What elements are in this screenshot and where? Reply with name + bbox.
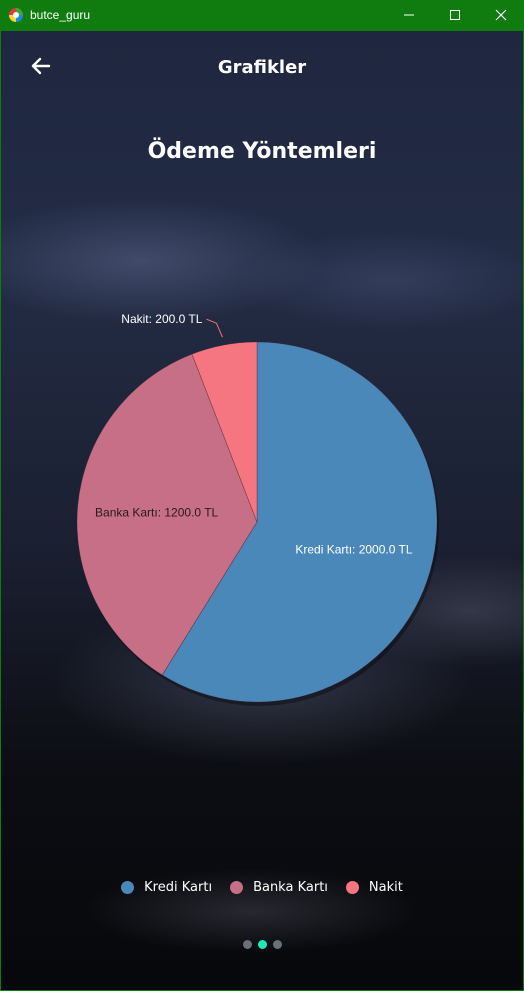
slice-label-1: Banka Kartı: 1200.0 TL — [95, 506, 219, 520]
pie-slice-0[interactable] — [161, 341, 438, 703]
back-button[interactable] — [27, 55, 55, 79]
legend-swatch — [345, 881, 359, 894]
page-dot-2[interactable] — [272, 940, 282, 949]
legend-item-1[interactable]: Banka Kartı — [230, 880, 328, 895]
page-title: Grafikler — [217, 57, 307, 78]
legend-label: Kredi Kartı — [144, 880, 213, 895]
slice-label-2: Nakit: 200.0 TL — [121, 312, 202, 326]
page-dot-0[interactable] — [242, 940, 252, 949]
pie-chart: Kredi Kartı: 2000.0 TL Banka Kartı: 1200.… — [76, 312, 439, 706]
chart-legend: Kredi Kartı Banka Kartı Nakit — [1, 880, 523, 895]
legend-label: Banka Kartı — [253, 880, 328, 895]
page-indicator — [1, 940, 523, 949]
legend-swatch — [230, 881, 244, 894]
minimize-button[interactable] — [386, 0, 432, 31]
maximize-icon — [450, 10, 460, 20]
maximize-button[interactable] — [432, 0, 478, 31]
legend-item-2[interactable]: Nakit — [345, 880, 403, 895]
pie-slice-2[interactable] — [191, 341, 258, 523]
pie-slice-1[interactable] — [76, 353, 258, 676]
app-content: Grafikler Ödeme Yöntemleri Kredi Kartı: … — [1, 31, 523, 990]
page-dot-1[interactable] — [257, 940, 267, 949]
legend-swatch — [121, 881, 135, 894]
window-title: butce_guru — [30, 8, 91, 22]
app-logo-icon — [9, 8, 23, 22]
close-icon — [495, 9, 507, 21]
slice-leader-2 — [206, 318, 223, 338]
legend-item-0[interactable]: Kredi Kartı — [121, 880, 212, 895]
arrow-left-icon — [31, 57, 51, 75]
slice-label-0: Kredi Kartı: 2000.0 TL — [295, 543, 413, 557]
chart-title: Ödeme Yöntemleri — [147, 139, 377, 164]
legend-label: Nakit — [368, 880, 403, 895]
close-button[interactable] — [478, 0, 524, 31]
window-titlebar: butce_guru — [0, 0, 524, 31]
minimize-icon — [404, 14, 414, 16]
